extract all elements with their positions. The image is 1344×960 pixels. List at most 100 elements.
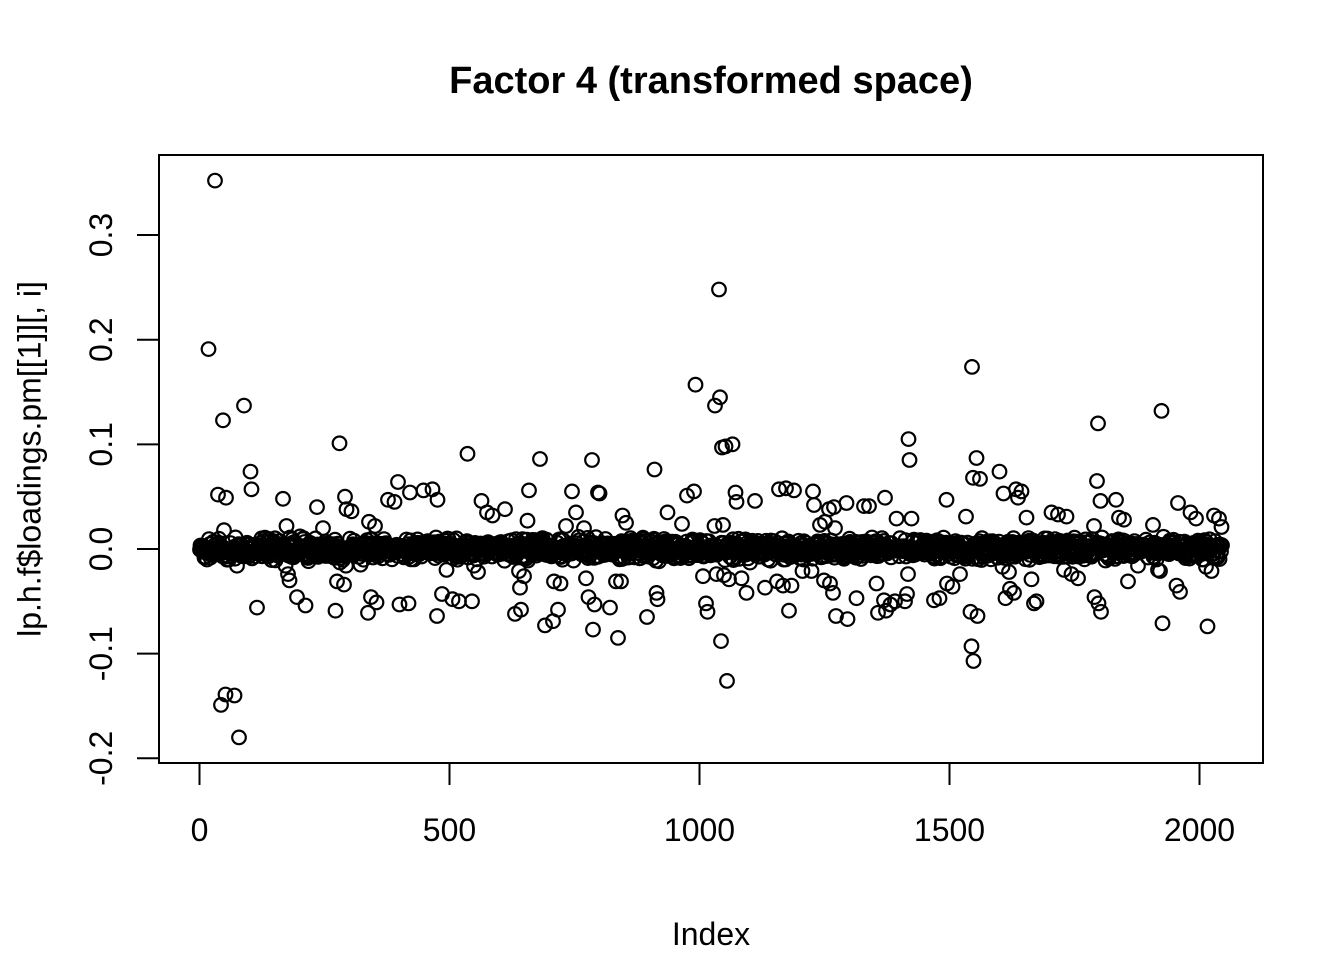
data-point [775, 577, 791, 594]
data-point [646, 461, 663, 478]
data-point [695, 568, 711, 585]
data-point [963, 638, 980, 655]
data-point [200, 341, 217, 358]
data-point [997, 590, 1014, 607]
data-point [687, 376, 704, 393]
y-tick-label: -0.1 [83, 626, 119, 681]
data-point [1070, 570, 1086, 587]
data-point [402, 484, 418, 501]
data-point [391, 596, 408, 613]
data-point [771, 481, 787, 498]
data-point [613, 573, 629, 590]
data-point [724, 436, 741, 453]
data-point [207, 172, 223, 189]
data-point [877, 489, 893, 506]
data-point [584, 452, 600, 468]
data-point [1023, 571, 1040, 588]
data-point [438, 562, 455, 578]
data-point [484, 507, 501, 524]
data-point [781, 602, 797, 619]
data-point [717, 438, 734, 455]
data-point [828, 608, 844, 624]
data-point [429, 491, 446, 508]
data-point [958, 508, 974, 525]
data-point [1089, 473, 1105, 489]
data-point [1199, 618, 1216, 635]
data-point [938, 491, 955, 508]
data-point [444, 591, 461, 608]
data-point [649, 591, 666, 608]
data-point [275, 490, 291, 507]
data-point [578, 570, 594, 587]
data-point [1050, 506, 1066, 523]
data-point [459, 445, 476, 462]
data-point [521, 482, 537, 499]
chart-title: Factor 4 (transformed space) [449, 60, 973, 102]
y-axis-title: lp.h.f$loadings.pm[[1]][, i] [11, 281, 48, 637]
data-point [363, 589, 379, 605]
data-point [738, 585, 755, 601]
data-point [968, 450, 985, 466]
data-point [550, 601, 566, 618]
data-point [1153, 403, 1170, 419]
data-point [861, 498, 877, 515]
data-point [532, 451, 548, 467]
data-point [838, 495, 855, 511]
data-point [1170, 495, 1186, 511]
data-point [897, 593, 913, 610]
data-point [1006, 585, 1022, 601]
data-point [719, 673, 735, 689]
data-point [249, 599, 265, 616]
data-point [1145, 517, 1161, 533]
data-point [991, 463, 1008, 480]
data-point [242, 463, 259, 480]
data-point [464, 593, 480, 610]
data-point [470, 564, 486, 580]
data-point [1092, 493, 1109, 509]
data-point [931, 590, 948, 607]
data-point [856, 498, 872, 515]
data-point [1090, 415, 1106, 432]
y-tick-label: 0.1 [83, 422, 119, 466]
data-point [218, 489, 234, 506]
data-point [216, 522, 232, 539]
data-point [618, 514, 634, 531]
data-point [576, 520, 592, 536]
data-point [297, 597, 314, 614]
data-point [839, 611, 856, 627]
data-point [1001, 564, 1017, 580]
data-point [1211, 510, 1227, 527]
data-point [608, 573, 624, 590]
data-point [1056, 562, 1072, 578]
data-point [564, 483, 580, 500]
data-point [568, 504, 584, 521]
data-point [1002, 580, 1018, 597]
x-tick-label: 1000 [664, 812, 735, 848]
data-point [537, 617, 553, 634]
data-point [343, 503, 360, 520]
data-point [558, 518, 574, 534]
data-point [231, 729, 247, 746]
data-point [390, 474, 406, 490]
data-point [217, 686, 234, 703]
data-point [1018, 509, 1035, 526]
data-point [309, 499, 325, 516]
data-point [822, 575, 838, 592]
data-point [848, 590, 865, 607]
data-point [368, 594, 385, 611]
scatter-points [192, 172, 1230, 746]
data-point [289, 589, 305, 605]
x-tick-label: 2000 [1164, 812, 1235, 848]
data-point [944, 578, 961, 595]
data-point [716, 567, 732, 584]
plot-frame [158, 154, 1264, 764]
data-point [513, 601, 529, 618]
data-point [1028, 593, 1045, 610]
data-point [519, 512, 536, 529]
data-point [707, 397, 723, 414]
data-point [870, 604, 886, 621]
data-point [1108, 491, 1124, 508]
data-point [1086, 518, 1102, 534]
